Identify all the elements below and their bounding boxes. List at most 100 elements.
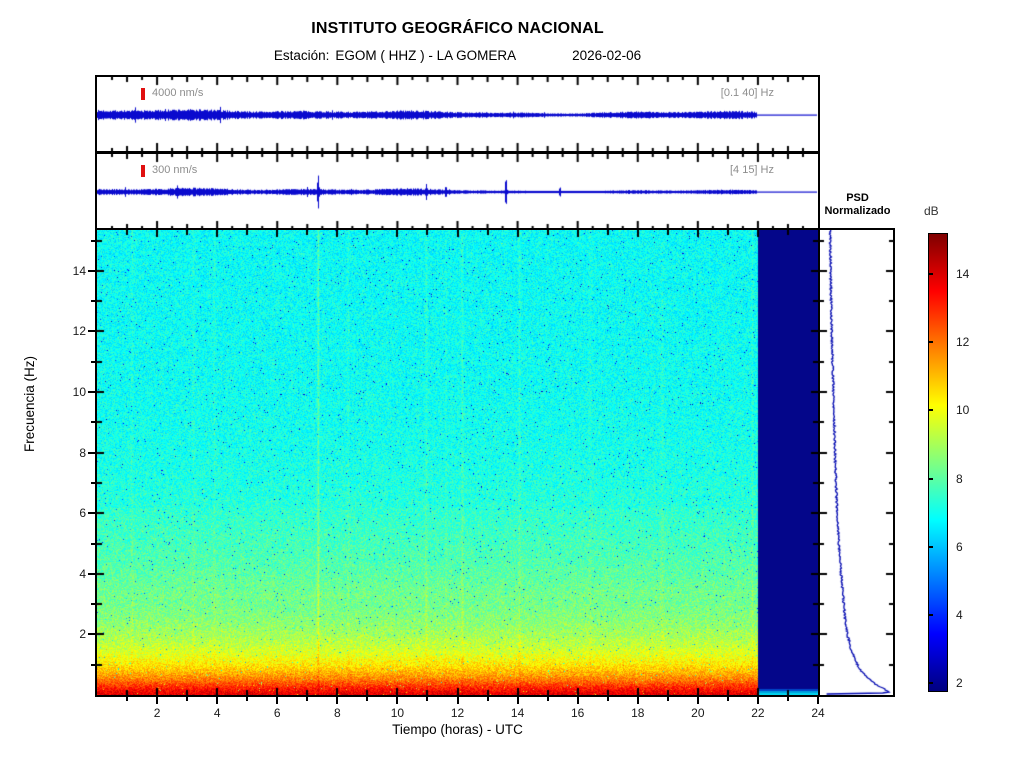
- y-axis-tick: [91, 300, 95, 303]
- y-axis-tick: [91, 239, 95, 242]
- x-tick-label: 10: [390, 706, 405, 720]
- colorbar-tick-label: 14: [956, 266, 970, 281]
- y-tick-label: 12: [72, 324, 86, 339]
- psd-curve-canvas: [820, 230, 893, 695]
- colorbar-tick: [929, 545, 933, 548]
- colorbar: [928, 233, 948, 692]
- colorbar-tick-label: 4: [956, 607, 963, 622]
- colorbar-tick-label: 12: [956, 335, 970, 350]
- colorbar-tick: [929, 613, 933, 616]
- x-tick-label: 4: [213, 706, 221, 720]
- psd-title-line2: Normalizado: [824, 205, 891, 217]
- x-tick-label: 12: [450, 706, 465, 720]
- colorbar-unit-label: dB: [924, 204, 939, 218]
- x-axis-tick: [186, 697, 189, 701]
- y-axis-tick: [88, 633, 95, 636]
- y-tick-label: 8: [79, 445, 86, 460]
- x-axis-tick: [246, 697, 249, 701]
- y-axis-tick: [88, 391, 95, 394]
- x-tick-label: 14: [510, 706, 525, 720]
- colorbar-tick-label: 2: [956, 676, 963, 691]
- y-tick-label: 14: [72, 263, 86, 278]
- colorbar-tick-label: 8: [956, 471, 963, 486]
- psd-title-line1: PSD: [846, 192, 869, 204]
- x-axis-tick: [366, 697, 369, 701]
- spectrogram-panel: [95, 228, 820, 697]
- filter-band-label-broadband: [0.1 40] Hz: [720, 87, 774, 99]
- colorbar-tick: [929, 682, 933, 685]
- y-tick-label: 2: [79, 627, 86, 642]
- x-axis-tick: [606, 697, 609, 701]
- x-axis-tick: [516, 697, 519, 704]
- y-tick-label: 10: [72, 385, 86, 400]
- seismogram-panel-filtered: 300 nm/s [4 15] Hz: [95, 152, 820, 231]
- x-tick-label: 20: [691, 706, 705, 720]
- x-tick-label: 6: [273, 706, 281, 720]
- x-tick-label: 2: [153, 706, 161, 720]
- x-tick-label: 22: [751, 706, 765, 720]
- x-axis-tick: [396, 697, 399, 704]
- station-value: EGOM ( HHZ ) - LA GOMERA: [335, 48, 517, 63]
- seismogram-filtered-canvas: [97, 154, 818, 229]
- filter-band-label-filtered: [4 15] Hz: [729, 164, 774, 176]
- colorbar-gradient: [929, 234, 947, 691]
- y-axis-tick: [88, 451, 95, 454]
- scale-bar-icon: [141, 165, 145, 177]
- x-axis-tick: [486, 697, 489, 701]
- x-tick-label: 18: [631, 706, 645, 720]
- subtitle: Estación: EGOM ( HHZ ) - LA GOMERA 2026-02…: [97, 48, 818, 63]
- station-label: Estación:: [273, 48, 330, 63]
- x-axis-tick: [817, 697, 819, 704]
- date-value: 2026-02-06: [572, 48, 642, 63]
- psd-title: PSD Normalizado: [806, 192, 909, 218]
- scale-label-filtered: 300 nm/s: [152, 164, 198, 176]
- x-tick-label: 16: [570, 706, 585, 720]
- colorbar-tick: [929, 477, 933, 480]
- psd-panel: [818, 228, 895, 697]
- y-axis-tick: [91, 603, 95, 606]
- y-axis-tick: [88, 330, 95, 333]
- x-axis-tick: [306, 697, 309, 701]
- y-axis-tick: [88, 269, 95, 272]
- x-axis-tick: [666, 697, 669, 701]
- x-axis-tick: [336, 697, 339, 704]
- seismogram-broadband-canvas: [97, 77, 818, 151]
- y-axis-tick: [91, 360, 95, 363]
- x-axis-label: Tiempo (horas) - UTC: [392, 722, 523, 737]
- x-axis-tick: [726, 697, 729, 701]
- x-axis-tick: [156, 697, 159, 704]
- colorbar-tick: [929, 409, 933, 412]
- y-tick-label: 4: [79, 566, 86, 581]
- colorbar-tick: [929, 341, 933, 344]
- y-axis-tick: [91, 421, 95, 424]
- scale-bar-icon: [141, 88, 145, 100]
- y-axis-tick: [88, 512, 95, 515]
- x-axis-tick: [456, 697, 459, 704]
- x-axis-tick: [126, 697, 129, 701]
- seismogram-panel-broadband: 4000 nm/s [0.1 40] Hz: [95, 75, 820, 153]
- x-tick-label: 8: [333, 706, 341, 720]
- y-axis-tick: [91, 542, 95, 545]
- colorbar-tick-label: 10: [956, 403, 970, 418]
- x-axis-tick: [696, 697, 699, 704]
- y-axis-tick: [91, 663, 95, 666]
- scale-label-broadband: 4000 nm/s: [152, 87, 204, 99]
- x-axis-tick: [636, 697, 639, 704]
- x-axis-tick: [576, 697, 579, 704]
- x-axis-tick: [426, 697, 429, 701]
- spectrogram-canvas: [97, 230, 818, 695]
- x-axis-tick: [276, 697, 279, 704]
- y-axis-tick: [88, 572, 95, 575]
- y-axis-label: Frecuencia (Hz): [22, 355, 37, 452]
- colorbar-tick: [929, 272, 933, 275]
- x-axis-tick: [546, 697, 549, 701]
- x-axis-tick: [786, 697, 789, 701]
- page-title: INSTITUTO GEOGRÁFICO NACIONAL: [311, 20, 604, 37]
- y-axis-tick: [91, 481, 95, 484]
- colorbar-tick-label: 6: [956, 539, 963, 554]
- x-tick-label: 24: [811, 706, 825, 720]
- x-axis-tick: [756, 697, 759, 704]
- x-axis-tick: [216, 697, 219, 704]
- y-tick-label: 6: [79, 506, 86, 521]
